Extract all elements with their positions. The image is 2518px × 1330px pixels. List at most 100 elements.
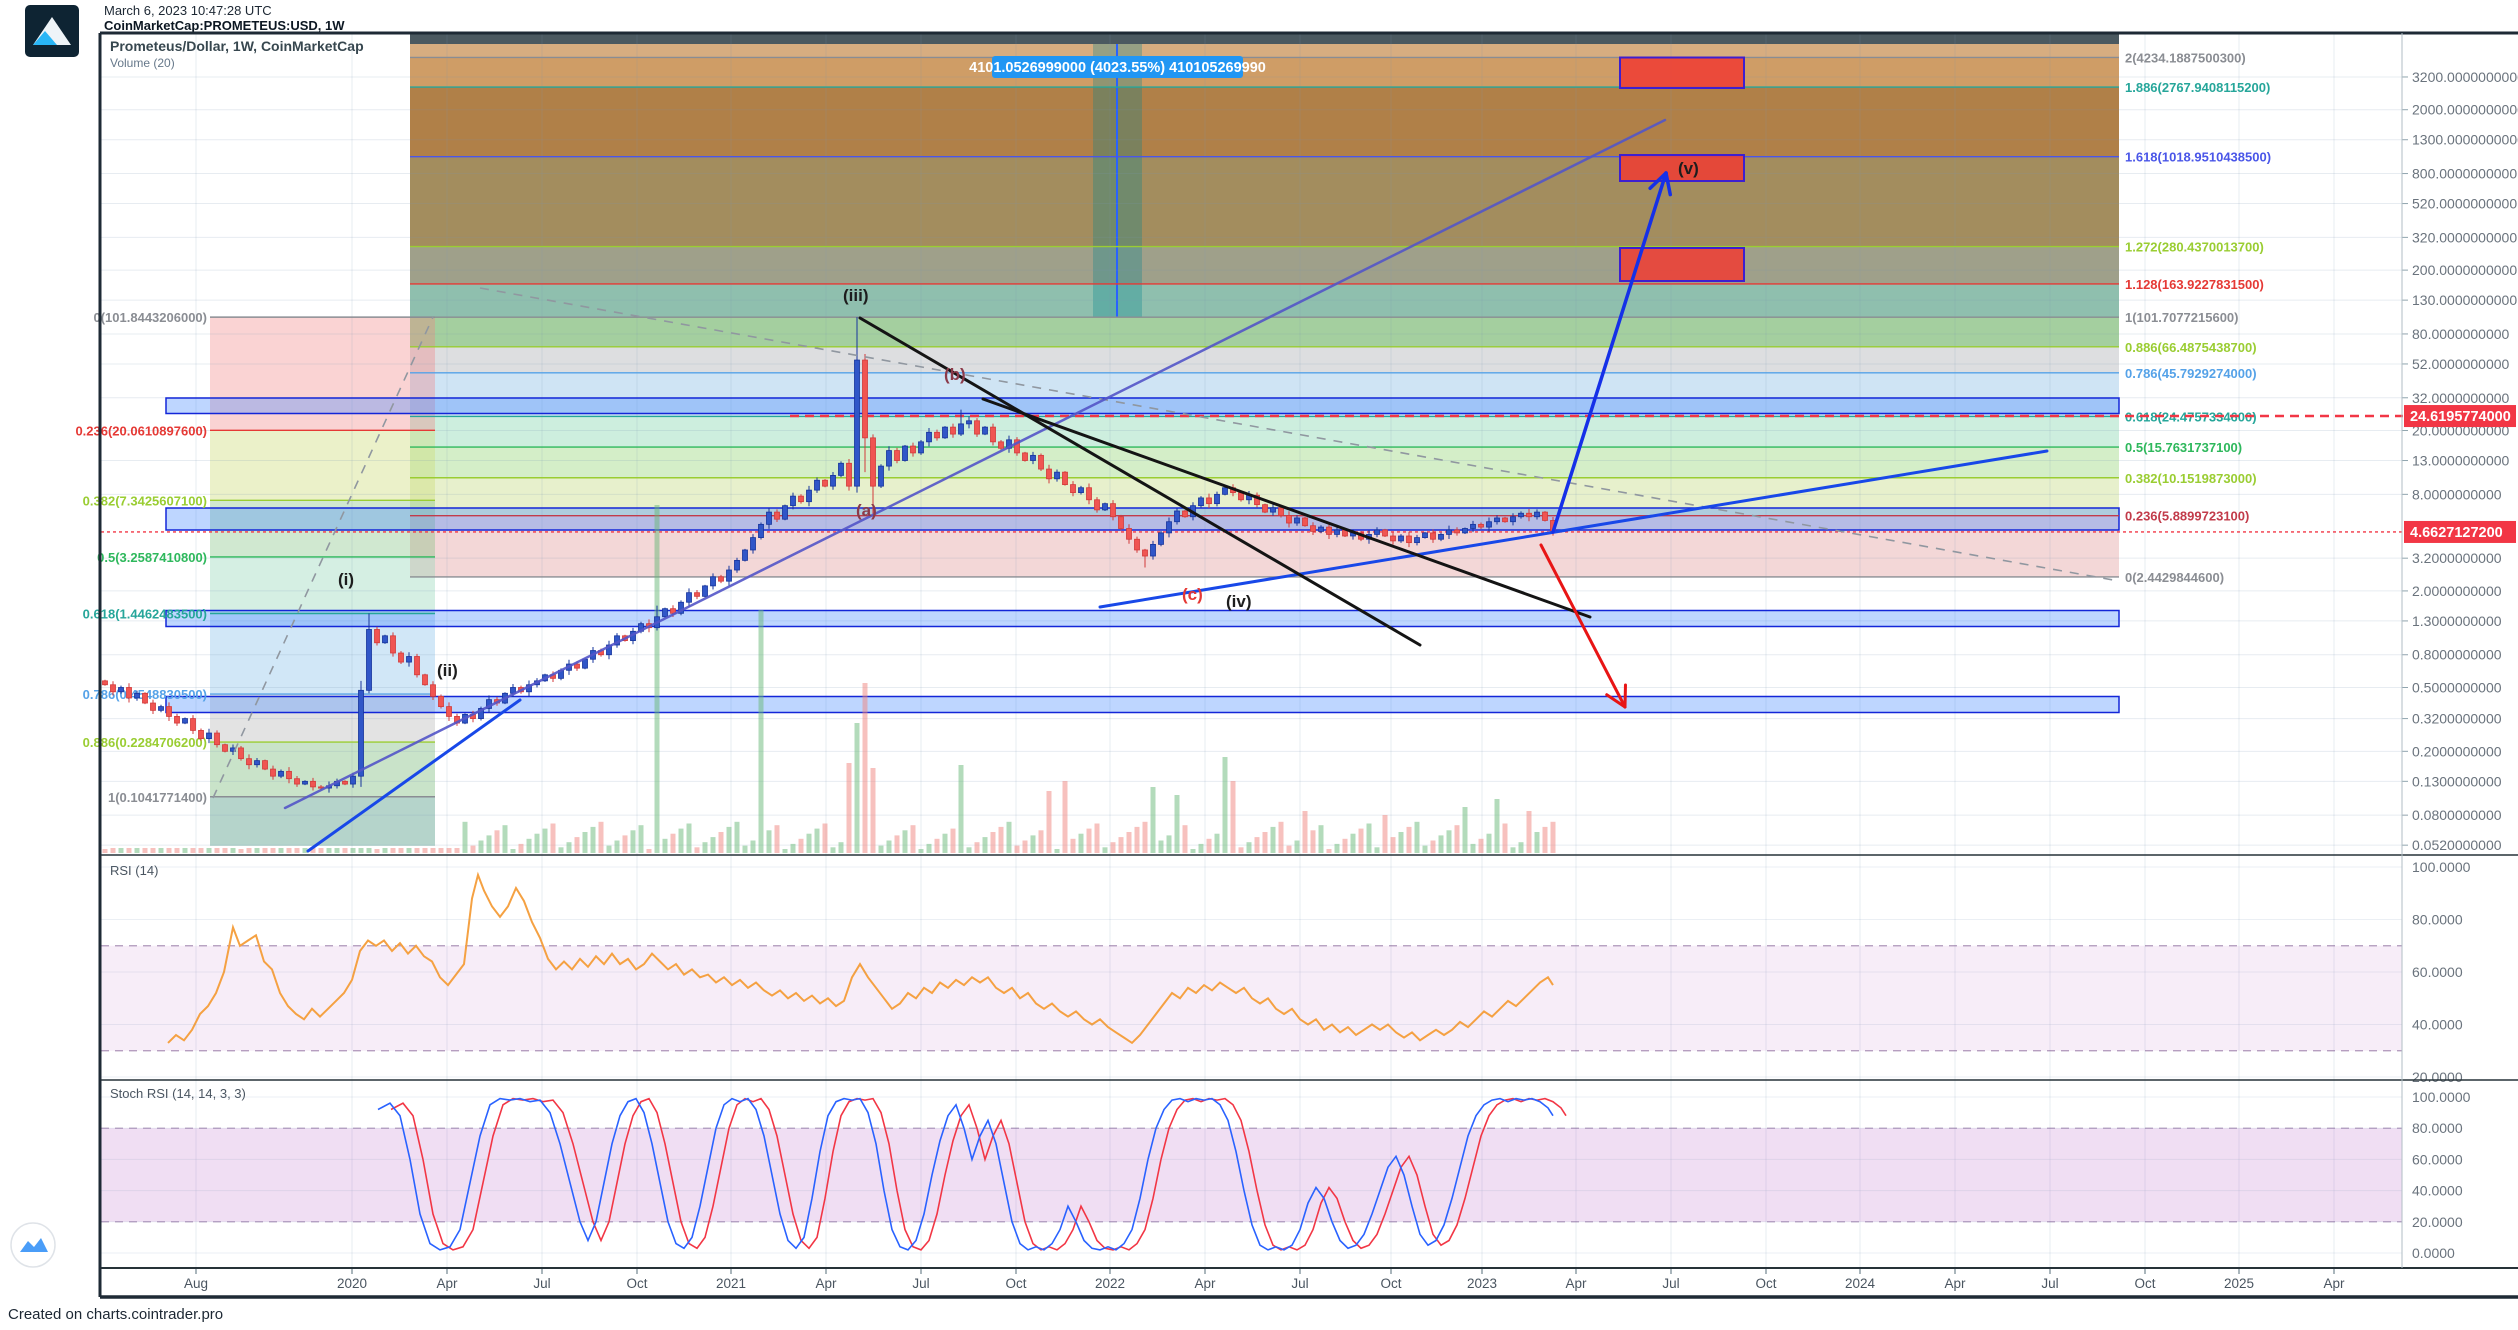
time-axis-tick: 2024 [1845,1276,1876,1291]
trend-line-rising-support[interactable] [1098,449,2049,609]
fib-label[interactable]: 1.128(163.9227831500) [2125,277,2264,292]
stoch-k-line [377,1097,1554,1251]
stoch-label[interactable]: Stoch RSI (14, 14, 3, 3) [110,1086,246,1101]
fib-label[interactable]: 0(101.8443206000) [94,310,208,325]
fib-label[interactable]: 0.5(15.7631737100) [2125,440,2242,455]
time-axis-tick: Apr [2323,1276,2345,1291]
wave-label[interactable]: (ii) [437,661,458,680]
fib-anchor-left[interactable] [212,316,434,799]
watermark-credit: Created on charts.cointrader.pro [8,1306,224,1323]
time-axis[interactable]: Aug 2020 Apr Jul Oct 2021 Apr Jul Oct 2022 Apr Jul O… [184,1268,2345,1291]
fib-label[interactable]: 0.5(3.2587410800) [97,550,207,565]
rsi-axis-tick: 20.0000 [2412,1069,2463,1085]
fib-label[interactable]: 1(101.7077215600) [2125,310,2239,325]
panel-borders [98,31,2518,1299]
wave-label[interactable]: (iii) [843,286,869,305]
time-axis-tick: 2022 [1095,1276,1125,1291]
time-axis-tick: 2020 [337,1276,367,1291]
price-axis-tick: 0.0800000000 [2412,807,2502,823]
stoch-rsi-panel[interactable]: Stoch RSI (14, 14, 3, 3) 100.0000 80.0000 6… [10,1086,2471,1268]
stoch-axis-tick: 0.0000 [2412,1245,2455,1261]
time-axis-tick: Oct [1380,1276,1401,1291]
price-axis-tick: 1300.0000000000 [2412,132,2518,148]
time-axis-tick: Apr [815,1276,837,1291]
chart-title: Prometeus/Dollar, 1W, CoinMarketCap [110,38,364,54]
time-axis-tick: 2021 [716,1276,746,1291]
price-axis-tick: 0.1300000000 [2412,773,2502,789]
volume-indicator-label[interactable]: Volume (20) [110,56,175,70]
target-box-2[interactable] [1619,154,1745,182]
fib-label[interactable]: 0.886(66.4875438700) [2125,340,2257,355]
wave-label[interactable]: (c) [1182,585,1203,604]
breakdown-arrow[interactable] [1539,543,1627,709]
cointrader-logo-icon[interactable] [10,1222,56,1268]
fib-info-label[interactable]: 4101.0526999000 (4023.55%) 410105269990 [969,56,1266,78]
price-axis-tick: 52.0000000000 [2412,356,2510,372]
time-axis-tick: Apr [1944,1276,1966,1291]
trend-line-long-trend[interactable] [283,118,1667,810]
price-axis-tick: 13.0000000000 [2412,453,2510,469]
price-axis-tick: 0.8000000000 [2412,647,2502,663]
price-axis-tick: 800.0000000000 [2412,166,2517,182]
price-axis-tick: 80.0000000000 [2412,326,2510,342]
timestamp: March 6, 2023 10:47:28 UTC [104,3,272,18]
time-axis-tick: 2023 [1467,1276,1497,1291]
support-resistance-bands[interactable] [165,397,2120,714]
fib-extension-zones[interactable] [410,33,2119,577]
fib-label[interactable]: 2(4234.1887500300) [2125,50,2246,65]
time-axis-tick: Oct [626,1276,647,1291]
price-axis-tick: 0.3200000000 [2412,711,2502,727]
fib-label[interactable]: 1(0.1041771400) [108,790,207,805]
price-axis-tick: 2.0000000000 [2412,583,2502,599]
time-axis-tick: Aug [184,1276,208,1291]
time-axis-tick: Apr [436,1276,458,1291]
time-axis-tick: 2025 [2224,1276,2254,1291]
wave-label[interactable]: (v) [1678,159,1699,178]
fib-anchor-right[interactable] [479,287,2114,581]
rsi-axis-tick: 80.0000 [2412,912,2463,928]
wave-label[interactable]: (iv) [1226,592,1252,611]
trend-line-wedge-lower[interactable] [981,397,1592,619]
price-axis-tick: 520.0000000000 [2412,196,2517,212]
wave-label[interactable]: (i) [338,570,354,589]
price-tag: 24.6195774000 [2404,405,2516,428]
fib-label[interactable]: 0.236(20.0610897600) [75,423,207,438]
price-axis-tick: 0.5000000000 [2412,679,2502,695]
time-axis-tick: Apr [1565,1276,1587,1291]
fib-label[interactable]: 0.886(0.2284706200) [83,735,207,750]
stoch-axis-tick: 60.0000 [2412,1151,2463,1167]
stoch-d-line [390,1097,1567,1251]
fib-label[interactable]: 1.618(1018.9510438500) [2125,150,2271,165]
fib-label[interactable]: 1.886(2767.9408115200) [2125,80,2270,95]
trend-line-wedge-upper[interactable] [858,316,1422,647]
fib-label[interactable]: 0.618(1.4462483500) [83,606,207,621]
target-box-1[interactable] [1619,56,1745,89]
time-axis-tick: Oct [1005,1276,1026,1291]
rsi-panel[interactable]: RSI (14) 100.0000 80.0000 60.0000 40.0000 20.… [101,859,2471,1085]
price-axis-tick: 3.2000000000 [2412,550,2502,566]
drawing-layer[interactable]: (i) (ii) (iii) (a) (b) (c) (iv) (v) 4101.0526999… [212,56,2114,853]
fib-label[interactable]: 0.786(45.7929274000) [2125,366,2257,381]
price-axis[interactable]: 3200.0000000000 2000.0000000000 1300.00000… [2402,69,2518,853]
wave-label[interactable]: (b) [944,365,966,384]
rsi-axis-tick: 60.0000 [2412,964,2463,980]
chart-header: March 6, 2023 10:47:28 UTC CoinMarketCap… [104,3,345,33]
candlestick-series [102,317,1556,793]
svg-text:24.6195774000: 24.6195774000 [2410,409,2511,425]
stoch-axis-tick: 40.0000 [2412,1183,2463,1199]
fib-label[interactable]: 1.272(280.4370013700) [2125,240,2264,255]
fib-label[interactable]: 0.236(5.8899723100) [2125,509,2249,524]
stoch-axis-tick: 80.0000 [2412,1120,2463,1136]
rsi-label[interactable]: RSI (14) [110,863,158,878]
price-axis-tick: 8.0000000000 [2412,486,2502,502]
fib-label[interactable]: 0(2.4429844600) [2125,570,2224,585]
target-arrow-up[interactable] [1551,171,1673,534]
wave-label[interactable]: (a) [856,501,877,520]
fib-levels[interactable]: 2(4234.1887500300) 1.886(2767.9408115200)… [75,50,2271,804]
time-axis-tick: Jul [2041,1276,2058,1291]
fib-retracement-zone[interactable] [210,317,435,846]
trend-line-support-line[interactable] [306,698,522,853]
fib-label[interactable]: 0.382(10.1519873000) [2125,471,2257,486]
fib-label[interactable]: 0.382(7.3425607100) [83,493,207,508]
